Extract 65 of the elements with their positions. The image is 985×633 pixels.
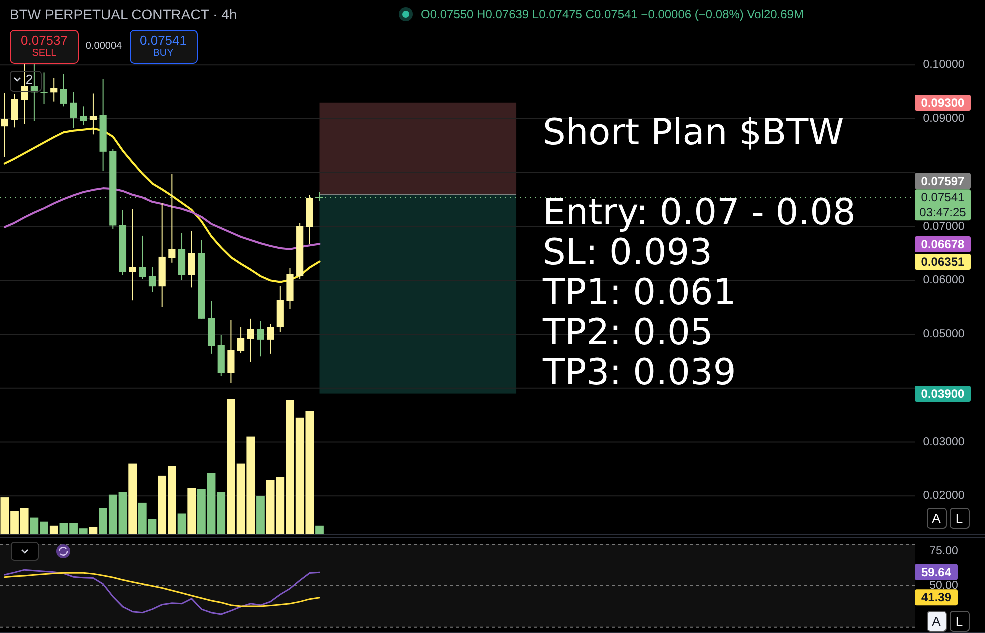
text: BTW PERPETUAL CONTRACT · 4h — [10, 6, 238, 22]
text: 0.06351 — [921, 255, 966, 269]
text: 0.06678 — [921, 238, 966, 252]
annotation: SL: 0.093 — [543, 232, 713, 274]
candlestick — [168, 174, 176, 264]
annotation: Entry: 0.07 - 0.08 — [543, 192, 856, 234]
candlestick — [80, 106, 88, 126]
annotation: TP3: 0.039 — [542, 352, 736, 394]
bar — [188, 488, 196, 534]
candlestick — [11, 94, 18, 128]
y-tick-label: 50.00 — [930, 580, 958, 592]
candlestick — [148, 266, 156, 294]
text: 0.03900 — [921, 387, 966, 401]
y-tick-label: 0.03000 — [923, 436, 965, 448]
y-tick-label: 0.09000 — [923, 113, 965, 126]
bar — [316, 526, 324, 534]
annotation: TP1: 0.061 — [542, 272, 736, 314]
y-tick-label: 0.06000 — [923, 274, 965, 287]
annotation: 2 — [26, 72, 34, 87]
bar — [50, 526, 58, 534]
text: L — [956, 614, 964, 629]
candlestick — [139, 235, 146, 280]
candlestick — [70, 92, 78, 129]
annotation: TP2: 0.05 — [542, 312, 714, 354]
candlestick — [129, 208, 136, 302]
annotation: 0.07537 — [21, 33, 68, 48]
line-series — [4, 128, 321, 284]
candlestick — [257, 320, 264, 358]
y-tick-label: 0.05000 — [923, 328, 965, 341]
candlestick — [40, 72, 48, 106]
line-series — [4, 188, 321, 250]
line-series — [4, 569, 321, 616]
y-tick-label: 0.02000 — [923, 490, 965, 502]
annotation: 0.07541 — [140, 33, 187, 48]
candlestick — [90, 93, 98, 136]
bar — [128, 464, 138, 534]
y-tick-label: 75.00 — [930, 545, 958, 558]
text: A — [932, 511, 942, 526]
y-tick-label: 0.10000 — [923, 59, 965, 72]
bar — [89, 527, 98, 534]
line-series — [4, 572, 321, 608]
candlestick — [188, 230, 196, 288]
bar — [256, 496, 265, 534]
candlestick — [228, 320, 235, 384]
candlestick — [1, 92, 8, 158]
annotation: O0.07550 H0.07639 L0.07475 C0.07541 −0.00006 (−0.08%) Vol20.69M — [421, 8, 804, 22]
text: 59.64 — [921, 565, 952, 580]
text: 0.07597 — [921, 174, 966, 188]
text: L — [956, 511, 964, 526]
candlestick — [21, 62, 28, 125]
ref-line-label: 0.07541 03:47:25 — [920, 190, 967, 220]
text: 41.39 — [921, 590, 952, 605]
annotation: Short Plan $BTW — [543, 112, 844, 154]
annotation: BUY — [153, 48, 174, 59]
annotation: SELL — [32, 48, 58, 59]
annotation: 0.00004 — [86, 41, 123, 52]
candlestick — [267, 324, 274, 354]
candlestick — [60, 74, 68, 108]
text: 0.09300 — [921, 96, 966, 110]
y-tick-label: 0.07000 — [923, 220, 965, 233]
text: A — [932, 614, 942, 629]
bar — [178, 514, 186, 534]
candlestick — [247, 318, 254, 363]
candlestick — [238, 326, 245, 354]
candlestick — [50, 78, 58, 102]
